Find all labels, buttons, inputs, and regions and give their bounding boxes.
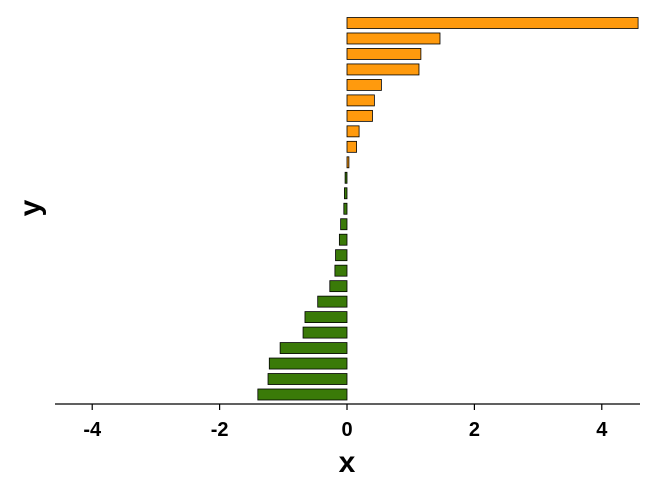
- bar-9: [335, 249, 348, 262]
- x-axis-ticks: -4 -2 0 2 4: [83, 404, 608, 441]
- x-axis-title: x: [339, 446, 356, 479]
- bar-5: [304, 311, 348, 324]
- bar-16: [346, 140, 357, 153]
- bar-18: [346, 109, 373, 122]
- x-tick-label: -4: [83, 419, 102, 441]
- bar-6: [317, 295, 348, 308]
- bar-13: [344, 187, 348, 200]
- bar-3: [279, 342, 348, 354]
- bar-17: [346, 125, 360, 138]
- x-tick-label: 4: [596, 419, 608, 441]
- bar-22: [346, 48, 422, 60]
- bars-group: [257, 17, 639, 401]
- x-tick-label: 2: [469, 419, 480, 441]
- bar-15: [346, 156, 350, 169]
- bar-0: [257, 388, 348, 401]
- x-tick-label: -2: [211, 419, 229, 441]
- bar-24: [346, 17, 639, 29]
- bar-7: [329, 280, 348, 293]
- y-axis-title: y: [14, 199, 47, 216]
- bar-8: [334, 264, 348, 277]
- bar-4: [302, 326, 348, 339]
- bar-21: [346, 63, 420, 76]
- bar-20: [346, 79, 382, 91]
- bar-1: [267, 373, 348, 385]
- bar-14: [344, 171, 348, 184]
- bar-11: [340, 218, 348, 231]
- bar-23: [346, 32, 441, 45]
- x-tick-label: 0: [341, 419, 352, 441]
- bar-19: [346, 94, 375, 107]
- bar-10: [338, 233, 348, 246]
- bar-12: [343, 202, 348, 215]
- bar-2: [268, 357, 348, 370]
